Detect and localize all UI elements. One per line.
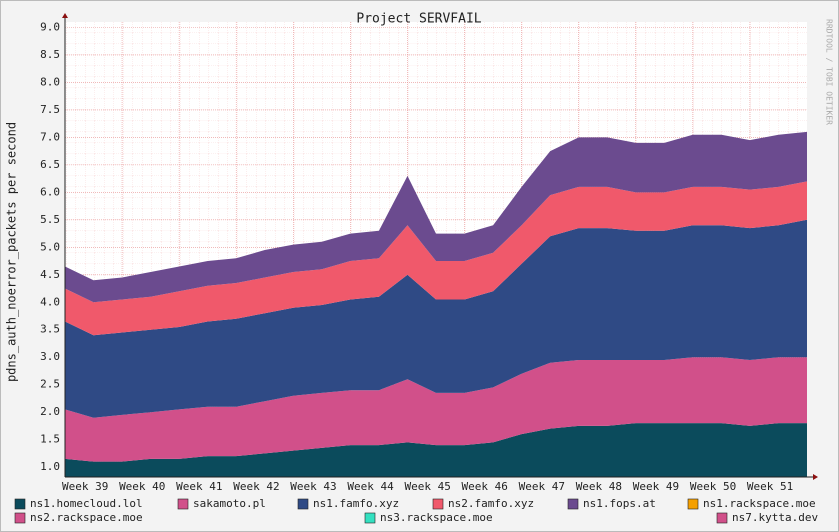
legend-label: ns2.rackspace.moe xyxy=(30,511,143,524)
y-tick-label: 2.5 xyxy=(40,378,60,391)
legend: ns1.homecloud.lol sakamoto.pl ns1.famfo.xy… xyxy=(14,497,818,524)
x-tick-label: Week 41 xyxy=(176,480,222,493)
y-axis-label: pdns_auth_noerror_packets per second xyxy=(5,122,19,382)
legend-label: ns1.rackspace.moe xyxy=(703,497,816,510)
y-tick-label: 5.5 xyxy=(40,213,60,226)
chart-title: Project SERVFAIL xyxy=(356,12,481,27)
area-series xyxy=(65,181,807,336)
x-tick-label: Week 40 xyxy=(119,480,165,493)
y-tick-label: 2.0 xyxy=(40,405,60,418)
y-tick-label: 4.0 xyxy=(40,295,60,308)
legend-swatch xyxy=(297,498,309,510)
area-series xyxy=(65,219,807,418)
legend-swatch xyxy=(14,498,26,510)
arrow xyxy=(813,474,818,480)
legend-label: ns1.famfo.xyz xyxy=(313,497,399,510)
y-tick-label: 1.5 xyxy=(40,433,60,446)
x-tick-label: Week 48 xyxy=(576,480,622,493)
x-tick-label: Week 46 xyxy=(462,480,508,493)
y-tick-label: 6.0 xyxy=(40,185,60,198)
legend-swatch xyxy=(716,512,728,524)
legend-label: ns1.homecloud.lol xyxy=(30,497,143,510)
x-tick-label: Week 44 xyxy=(347,480,394,493)
legend-swatch xyxy=(364,512,376,524)
areas xyxy=(65,131,807,477)
y-tick-label: 4.5 xyxy=(40,268,60,281)
area-series xyxy=(65,131,807,303)
legend-label: ns3.rackspace.moe xyxy=(380,511,493,524)
x-tick-label: Week 50 xyxy=(690,480,736,493)
y-tick-label: 8.0 xyxy=(40,75,60,88)
y-tick-label: 5.0 xyxy=(40,240,60,253)
y-tick-label: 8.5 xyxy=(40,48,60,61)
legend-label: ns2.famfo.xyz xyxy=(448,497,534,510)
y-tick-label: 1.0 xyxy=(40,460,60,473)
y-tick-label: 9.0 xyxy=(40,20,60,33)
x-tick-label: Week 39 xyxy=(62,480,108,493)
axes: 1.0 1.5 2.0 2.5 3.0 3.5 4.0 4.5 5.0 5.5 6.0 6.5 7.0 7… xyxy=(40,13,818,493)
watermark: RRDTOOL / TOBI OETIKER xyxy=(825,19,834,125)
y-tick-label: 3.5 xyxy=(40,323,60,336)
y-tick-label: 6.5 xyxy=(40,158,60,171)
x-tick-label: Week 51 xyxy=(747,480,793,493)
y-tick-label: 7.5 xyxy=(40,103,60,116)
y-tick-label: 7.0 xyxy=(40,130,60,143)
x-tick-label: Week 47 xyxy=(519,480,565,493)
x-tick-label: Week 49 xyxy=(633,480,679,493)
legend-swatch xyxy=(687,498,699,510)
area-series xyxy=(65,423,807,477)
arrow xyxy=(62,13,68,18)
x-tick-label: Week 42 xyxy=(233,480,279,493)
legend-swatch xyxy=(567,498,579,510)
legend-swatch xyxy=(432,498,444,510)
area-series xyxy=(65,357,807,462)
y-tick-label: 3.0 xyxy=(40,350,60,363)
legend-swatch xyxy=(177,498,189,510)
x-tick-label: Week 45 xyxy=(404,480,450,493)
legend-label: ns7.kytta.dev xyxy=(732,511,818,524)
legend-swatch xyxy=(14,512,26,524)
x-tick-label: Week 43 xyxy=(290,480,336,493)
legend-label: ns1.fops.at xyxy=(583,497,656,510)
legend-label: sakamoto.pl xyxy=(193,497,266,510)
